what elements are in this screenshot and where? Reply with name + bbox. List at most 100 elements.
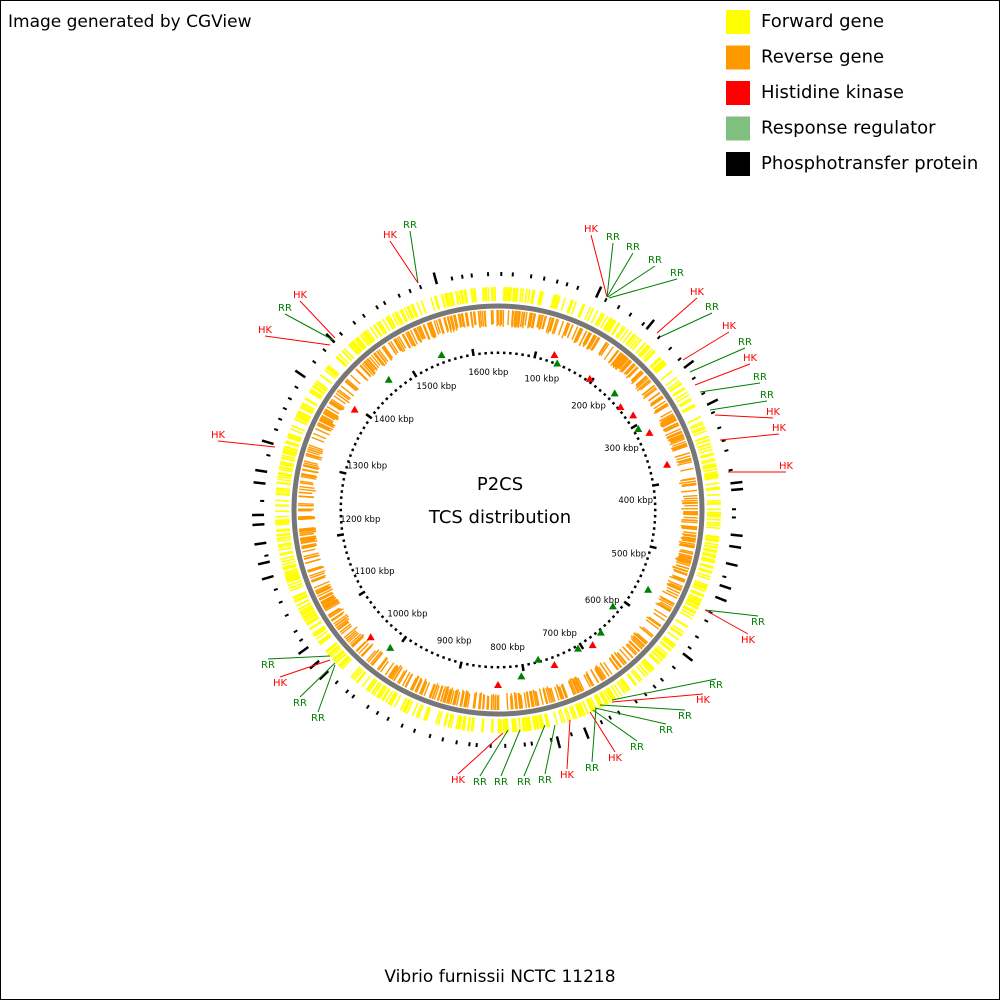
ruler-label: 800 kbp — [490, 643, 525, 653]
ruler-tick — [455, 660, 456, 662]
ruler-tick — [400, 386, 402, 388]
ruler-tick — [637, 581, 639, 582]
ruler-tick — [437, 654, 438, 656]
forward-gene — [510, 287, 511, 301]
ruler-label: 600 kbp — [585, 596, 620, 606]
legend-swatch — [726, 10, 750, 34]
annotation-label: HK — [293, 290, 308, 301]
ruler-label: 400 kbp — [618, 496, 653, 506]
ruler-tick — [569, 369, 570, 371]
forward-gene — [706, 494, 720, 495]
ruler-tick — [585, 640, 586, 642]
ruler-tick — [522, 664, 523, 671]
ruler-tick — [640, 444, 642, 445]
marker-tick — [462, 275, 463, 279]
marker-tick — [531, 742, 532, 746]
forward-gene — [707, 501, 721, 502]
ruler-tick — [363, 427, 365, 428]
ruler-tick — [604, 394, 606, 396]
annotation-label: RR — [403, 220, 417, 231]
annotation-label: RR — [753, 372, 767, 383]
reverse-gene — [682, 503, 698, 504]
reverse-gene — [298, 518, 315, 519]
marker-tick — [254, 543, 266, 545]
marker-tick — [274, 429, 278, 430]
ruler-tick — [634, 586, 636, 587]
marker-tick — [724, 450, 728, 451]
annotation-label: RR — [473, 777, 487, 788]
ruler-tick — [347, 558, 349, 559]
reverse-gene — [491, 695, 492, 710]
annotation-label: HK — [766, 407, 781, 418]
annotation-label: HK — [608, 753, 623, 764]
marker-tick — [414, 729, 415, 733]
annotation-label: RR — [678, 711, 692, 722]
ruler-tick — [382, 616, 384, 618]
ruler-tick — [390, 394, 392, 396]
marker-tick — [266, 455, 270, 456]
ruler-tick — [646, 558, 648, 559]
ruler-tick — [534, 352, 536, 359]
marker-tick — [429, 734, 430, 738]
marker-tick — [254, 482, 266, 483]
ruler-tick — [644, 455, 646, 456]
ruler-tick — [360, 433, 362, 434]
ruler-tick — [421, 646, 422, 648]
header: Image generated by CGView — [8, 12, 252, 32]
ruler-tick — [357, 581, 359, 582]
forward-gene — [275, 524, 289, 525]
annotation-label: RR — [517, 777, 531, 788]
center-subtitle: TCS distribution — [428, 507, 571, 528]
ruler-tick — [366, 422, 368, 423]
ruler-tick — [366, 597, 368, 598]
reverse-gene — [684, 498, 698, 499]
ruler-tick — [344, 546, 346, 547]
ruler-tick — [613, 616, 615, 618]
ruler-tick — [624, 417, 626, 418]
annotation-label: HK — [741, 635, 756, 646]
ruler-tick — [374, 412, 376, 414]
ruler-tick — [563, 652, 564, 654]
annotation-label: RR — [659, 725, 673, 736]
legend-swatch — [726, 152, 750, 176]
ruler-tick — [443, 656, 444, 658]
ruler-tick — [449, 359, 450, 361]
annotation-label: RR — [311, 713, 325, 724]
forward-gene — [507, 287, 508, 301]
annotation-label: RR — [760, 390, 774, 401]
annotation-label: RR — [261, 660, 275, 671]
marker-tick — [278, 418, 282, 420]
ruler-tick — [345, 552, 347, 553]
ruler-tick — [357, 438, 359, 439]
ruler-label: 500 kbp — [612, 549, 647, 559]
ruler-tick — [546, 359, 547, 361]
ruler-label: 1000 kbp — [387, 610, 427, 620]
ruler-tick — [546, 658, 547, 660]
marker-tick — [571, 732, 572, 736]
ruler-tick — [558, 654, 559, 656]
annotation-label: HK — [584, 224, 599, 235]
forward-gene — [484, 287, 485, 301]
legend-label: Reverse gene — [761, 47, 884, 68]
ruler-tick — [400, 633, 402, 635]
ruler-tick — [585, 378, 586, 380]
forward-gene — [275, 521, 289, 522]
reverse-gene — [682, 500, 698, 501]
ruler-tick — [443, 361, 444, 363]
marker-tick — [730, 482, 742, 483]
marker-tick — [442, 738, 443, 742]
annotation-label: RR — [293, 698, 307, 709]
ruler-tick — [395, 629, 397, 631]
ruler-label: 1600 kbp — [468, 368, 508, 378]
annotation-label: RR — [630, 742, 644, 753]
ruler-label: 100 kbp — [524, 375, 559, 385]
marker-tick — [577, 286, 578, 290]
annotation-label: HK — [722, 321, 737, 332]
marker-tick — [531, 274, 532, 278]
ruler-tick — [552, 361, 553, 363]
annotation-label: RR — [585, 763, 599, 774]
annotation-label: HK — [383, 230, 398, 241]
ruler-label: 900 kbp — [437, 636, 472, 646]
annotation-label: HK — [273, 678, 288, 689]
